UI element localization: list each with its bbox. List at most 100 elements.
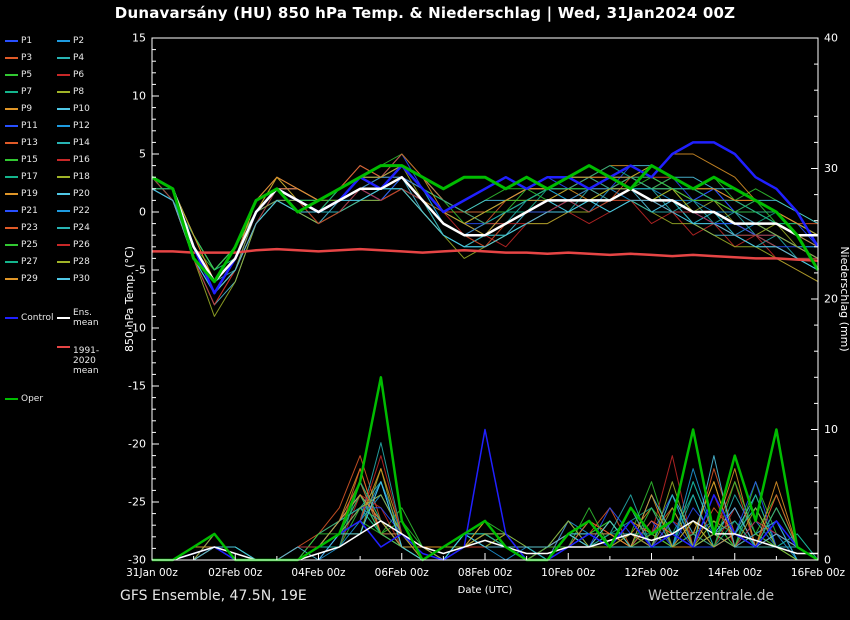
legend-item-p3-label: P3: [21, 53, 33, 63]
legend-item-control-label: Control: [21, 313, 54, 323]
legend-item-p6-label: P6: [73, 70, 85, 80]
legend-item-p9-label: P9: [21, 104, 33, 114]
legend-item-ens-mean: Ens. mean: [57, 308, 115, 328]
legend-item-p21: P21: [5, 206, 55, 216]
legend-item-p3: P3: [5, 53, 55, 63]
legend-item-p4-label: P4: [73, 53, 85, 63]
legend-item-p8-label: P8: [73, 87, 85, 97]
legend-item-p13-label: P13: [21, 138, 38, 148]
svg-text:-20: -20: [128, 438, 146, 451]
legend-item-p16-swatch: [57, 159, 70, 161]
legend-item-p22: P22: [57, 206, 115, 216]
legend-item-p14: P14: [57, 138, 115, 148]
legend-item-p11-swatch: [5, 125, 18, 127]
svg-text:-15: -15: [128, 380, 146, 393]
series-lines: [151, 141, 820, 562]
svg-text:12Feb 00z: 12Feb 00z: [624, 567, 679, 579]
legend-item-p7-swatch: [5, 91, 18, 93]
legend-item-p29: P29: [5, 274, 55, 284]
svg-text:5: 5: [139, 148, 146, 161]
svg-text:08Feb 00z: 08Feb 00z: [458, 567, 513, 579]
legend-item-p3-swatch: [5, 57, 18, 59]
legend-item-p18-swatch: [57, 176, 70, 178]
legend-item-p22-swatch: [57, 210, 70, 212]
legend-item-p11-label: P11: [21, 121, 38, 131]
legend-item-p12-label: P12: [73, 121, 90, 131]
legend-item-p13: P13: [5, 138, 55, 148]
legend-item-p7-label: P7: [21, 87, 33, 97]
legend-item-p22-label: P22: [73, 206, 90, 216]
legend-item-p10-swatch: [57, 108, 70, 110]
legend-item-p25-label: P25: [21, 240, 38, 250]
legend-item-oper: Oper: [5, 394, 55, 404]
legend-item-p27-swatch: [5, 261, 18, 263]
legend-item-p15-label: P15: [21, 155, 38, 165]
legend-item-p2: P2: [57, 36, 115, 46]
legend-item-oper-swatch: [5, 398, 18, 400]
legend-item-p18: P18: [57, 172, 115, 182]
svg-text:0: 0: [139, 206, 146, 219]
legend-item-p10: P10: [57, 104, 115, 114]
legend-item-clim-mean-label: 1991-2020 mean: [73, 346, 100, 376]
legend-item-p17-label: P17: [21, 172, 38, 182]
legend-item-ens-mean-label: Ens. mean: [73, 308, 99, 328]
svg-text:15: 15: [132, 32, 146, 45]
legend-item-ens-mean-swatch: [57, 317, 70, 319]
svg-text:0: 0: [824, 554, 831, 567]
legend-item-p1: P1: [5, 36, 55, 46]
legend-item-p17: P17: [5, 172, 55, 182]
legend-item-p23: P23: [5, 223, 55, 233]
svg-text:-10: -10: [128, 322, 146, 335]
legend-item-p14-swatch: [57, 142, 70, 144]
legend-spacer: [5, 291, 115, 301]
legend-item-control: Control: [5, 308, 55, 328]
legend-item-p5: P5: [5, 70, 55, 80]
legend-item-p2-swatch: [57, 40, 70, 42]
legend-item-p30-swatch: [57, 278, 70, 280]
legend-item-p14-label: P14: [73, 138, 90, 148]
legend-item-p25: P25: [5, 240, 55, 250]
legend-item-clim-mean: 1991-2020 mean: [57, 346, 115, 376]
legend-item-p20-label: P20: [73, 189, 90, 199]
legend-item-p2-label: P2: [73, 36, 85, 46]
legend-item-p8: P8: [57, 87, 115, 97]
legend-item-p15-swatch: [5, 159, 18, 161]
legend-item-p24: P24: [57, 223, 115, 233]
svg-text:-25: -25: [128, 496, 146, 509]
svg-text:10: 10: [824, 423, 838, 436]
legend-item-p19-label: P19: [21, 189, 38, 199]
legend-spacer: [5, 383, 115, 387]
legend-item-p28: P28: [57, 257, 115, 267]
legend-spacer: [5, 335, 115, 339]
legend: P1 P2 P3 P4 P5 P6 P7 P8 P9 P10 P11 P12 P13 P14 P15 P16 P…: [5, 36, 115, 404]
legend-item-p27-label: P27: [21, 257, 38, 267]
legend-item-p16-label: P16: [73, 155, 90, 165]
legend-item-p29-swatch: [5, 278, 18, 280]
legend-item-p20: P20: [57, 189, 115, 199]
svg-text:10Feb 00z: 10Feb 00z: [541, 567, 596, 579]
svg-text:04Feb 00z: 04Feb 00z: [291, 567, 346, 579]
legend-item-p26: P26: [57, 240, 115, 250]
legend-item-p4: P4: [57, 53, 115, 63]
legend-item-p11: P11: [5, 121, 55, 131]
axes: 15 10 5 0 -5 -10 -15 -20 -25 -30 40 30 20 10 0 31Jan 00…: [126, 32, 845, 580]
legend-item-p21-swatch: [5, 210, 18, 212]
legend-item-p9-swatch: [5, 108, 18, 110]
legend-item-p8-swatch: [57, 91, 70, 93]
legend-item-oper-label: Oper: [21, 394, 44, 404]
legend-item-p23-swatch: [5, 227, 18, 229]
x-axis-label: Date (UTC): [458, 585, 513, 596]
legend-item-p6: P6: [57, 70, 115, 80]
legend-item-p9: P9: [5, 104, 55, 114]
svg-text:06Feb 00z: 06Feb 00z: [375, 567, 430, 579]
legend-item-p18-label: P18: [73, 172, 90, 182]
svg-text:40: 40: [824, 32, 838, 45]
svg-text:16Feb 00z: 16Feb 00z: [791, 567, 846, 579]
legend-item-p19: P19: [5, 189, 55, 199]
legend-item-p1-label: P1: [21, 36, 33, 46]
svg-text:-30: -30: [128, 554, 146, 567]
legend-item-p28-label: P28: [73, 257, 90, 267]
legend-item-p24-label: P24: [73, 223, 90, 233]
